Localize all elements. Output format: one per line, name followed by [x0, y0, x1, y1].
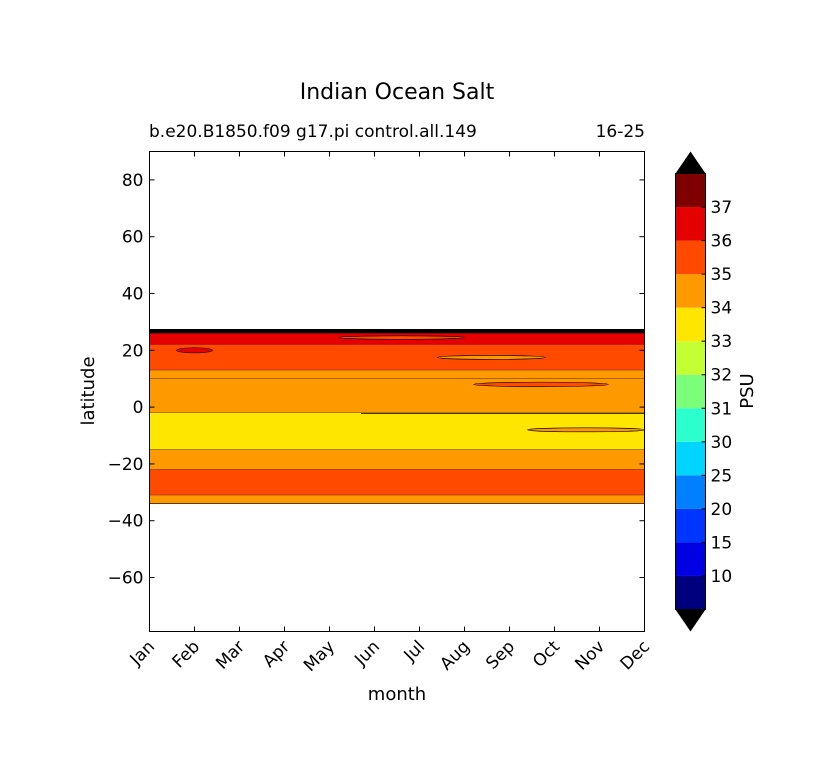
- colorbar: 10 15 20 25 30 31 32 33 34 35 36 37: [675, 151, 733, 632]
- colorbar-tick-label: 32: [711, 366, 733, 386]
- colorbar-tick-label: 36: [711, 232, 733, 252]
- contour-bands: [149, 329, 645, 504]
- y-tick-label: −40: [108, 512, 144, 532]
- colorbar-segment: [675, 173, 706, 208]
- y-axis-label: latitude: [78, 356, 99, 425]
- x-tick-label: Jun: [350, 637, 384, 671]
- contour-band-3: [149, 370, 645, 379]
- contour-band-2: [149, 344, 645, 371]
- y-tick-label: 0: [133, 398, 144, 418]
- colorbar-segment: [675, 341, 706, 375]
- colorbar-tick-label: 35: [711, 265, 733, 285]
- colorbar-segment: [675, 207, 706, 241]
- contour-detail-0: [176, 347, 213, 354]
- contour-band-8: [149, 495, 645, 504]
- colorbar-label: PSU: [737, 373, 758, 408]
- colorbar-segment: [675, 374, 706, 409]
- x-tick-label: May: [300, 637, 339, 676]
- colorbar-tick-label: 20: [711, 500, 733, 520]
- x-tick-label: Dec: [617, 637, 654, 674]
- x-tick-label: Nov: [571, 637, 609, 675]
- x-tick-label: Apr: [259, 637, 294, 672]
- x-axis-label: month: [368, 684, 426, 705]
- contour-band-7: [149, 469, 645, 496]
- colorbar-tick-label: 25: [711, 466, 733, 486]
- colorbar-segment: [675, 408, 706, 442]
- colorbar-segment: [675, 508, 706, 543]
- contour-detail-4: [338, 335, 465, 340]
- contour-band-6: [149, 449, 645, 470]
- colorbar-segment: [675, 307, 706, 342]
- x-tick-label: Aug: [436, 637, 474, 675]
- plot-area: [149, 151, 645, 632]
- plot-frame: [149, 151, 645, 632]
- colorbar-tick-label: 15: [711, 533, 733, 553]
- colorbar-frame: [675, 173, 706, 610]
- colorbar-segment: [675, 441, 706, 476]
- contour-detail-2: [473, 381, 609, 387]
- x-tick-label: Mar: [212, 637, 249, 674]
- colorbar-extend-over: [675, 151, 706, 174]
- y-axis: 80 60 40 20 0 −20 −40 −60: [108, 171, 645, 589]
- y-tick-label: 80: [122, 171, 144, 191]
- colorbar-segment: [675, 542, 706, 576]
- colorbar-tick-label: 37: [711, 198, 733, 218]
- chart-subtitle-right: 16-25: [596, 122, 645, 142]
- colorbar-segment: [675, 575, 706, 610]
- y-tick-label: 60: [122, 228, 144, 248]
- contour-band-0: [149, 329, 645, 334]
- contour-details: [176, 335, 645, 433]
- chart-title: Indian Ocean Salt: [300, 80, 495, 105]
- colorbar-extend-under: [675, 609, 706, 632]
- contour-detail-1: [437, 355, 546, 360]
- y-tick-label: 20: [122, 341, 144, 361]
- colorbar-tick-label: 33: [711, 332, 733, 352]
- colorbar-segment: [675, 475, 706, 509]
- x-tick-label: Sep: [482, 637, 519, 674]
- x-tick-label: Oct: [529, 637, 564, 672]
- x-tick-label: Feb: [169, 637, 204, 672]
- colorbar-tick-label: 34: [711, 299, 733, 319]
- colorbar-segment: [675, 274, 706, 308]
- chart-subtitle-left: b.e20.B1850.f09 g17.pi control.all.149: [149, 122, 477, 142]
- x-tick-label: Jan: [126, 637, 159, 670]
- y-tick-label: −20: [108, 455, 144, 475]
- colorbar-tick-label: 30: [711, 433, 733, 453]
- y-tick-label: 40: [122, 285, 144, 305]
- y-tick-label: −60: [108, 569, 144, 589]
- colorbar-tick-label: 10: [711, 567, 733, 587]
- colorbar-tick-label: 31: [711, 399, 733, 419]
- colorbar-segment: [675, 240, 706, 275]
- x-tick-label: Jul: [400, 637, 429, 666]
- contour-detail-3: [527, 427, 645, 433]
